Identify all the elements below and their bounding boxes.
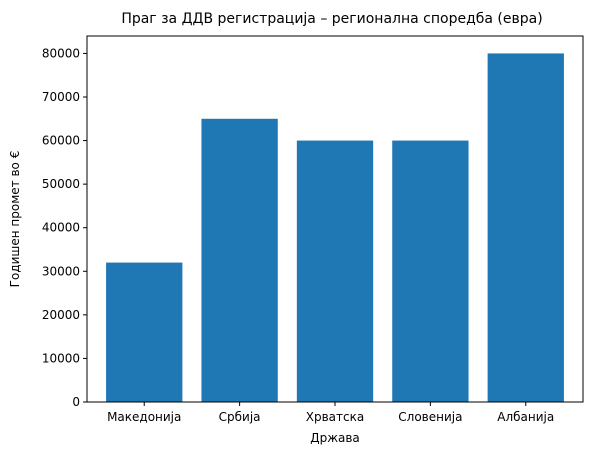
y-tick-label: 40000 — [42, 221, 80, 235]
x-tick-label: Албанија — [497, 410, 554, 424]
plot-frame — [86, 35, 584, 403]
bar — [296, 140, 374, 402]
y-tick-label: 70000 — [42, 90, 80, 104]
y-tick-label: 20000 — [42, 308, 80, 322]
bar — [392, 140, 469, 402]
chart-title: Праг за ДДВ регистрација – регионална сп… — [121, 11, 542, 27]
bar — [201, 118, 278, 402]
x-axis-ticks: Македонија Србија Хрватска Словенија Албаниј… — [107, 402, 554, 424]
x-tick-label: Словенија — [398, 410, 462, 424]
y-tick-label: 30000 — [42, 264, 80, 278]
x-axis-label: Држава — [310, 431, 360, 445]
y-tick-label: 0 — [72, 395, 80, 409]
x-tick-label: Македонија — [107, 410, 181, 424]
y-tick-label: 10000 — [42, 351, 80, 365]
x-tick-label: Србија — [219, 410, 261, 424]
x-tick-label: Хрватска — [306, 410, 364, 424]
y-tick-label: 80000 — [42, 46, 80, 60]
y-tick-label: 50000 — [42, 177, 80, 191]
y-axis-label: Годишен промет во € — [8, 151, 22, 288]
y-tick-label: 60000 — [42, 134, 80, 148]
y-axis-ticks: 0 10000 20000 30000 40000 50000 60000 70000 8000… — [42, 46, 87, 409]
bar — [106, 262, 183, 402]
bar — [487, 53, 564, 403]
bars-group — [106, 53, 564, 403]
